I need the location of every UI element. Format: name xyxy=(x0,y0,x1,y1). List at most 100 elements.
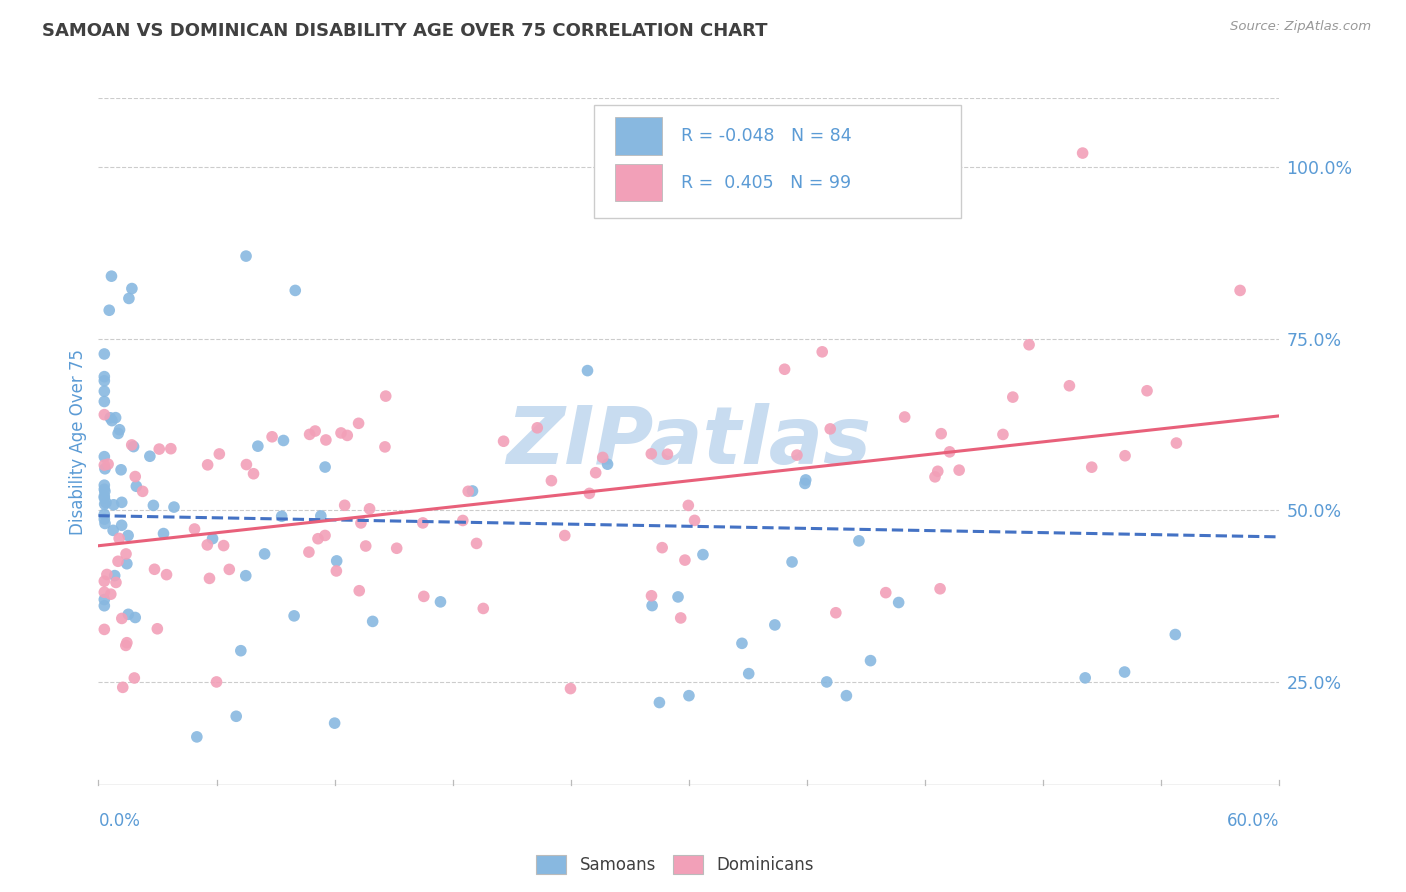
Point xyxy=(585,466,607,480)
Point xyxy=(815,675,838,690)
Point xyxy=(107,426,129,441)
Point xyxy=(298,545,321,559)
Point xyxy=(678,689,700,703)
Point xyxy=(93,512,115,526)
Point xyxy=(253,547,276,561)
Point xyxy=(118,292,141,306)
Point xyxy=(142,499,165,513)
Point xyxy=(124,610,146,624)
Point xyxy=(235,458,257,472)
Point xyxy=(93,592,115,607)
Point xyxy=(131,484,153,499)
Point xyxy=(93,408,115,422)
Point xyxy=(121,281,143,295)
Point xyxy=(1071,146,1094,161)
Point xyxy=(93,374,115,388)
Point xyxy=(991,427,1014,442)
Point xyxy=(225,709,247,723)
Point xyxy=(578,486,600,500)
Point xyxy=(794,473,817,487)
Point xyxy=(657,447,679,461)
Point xyxy=(457,484,479,499)
Point xyxy=(229,643,252,657)
Point xyxy=(323,716,346,731)
Point xyxy=(596,457,619,471)
Point xyxy=(93,497,115,511)
Point xyxy=(208,447,231,461)
Point xyxy=(101,414,124,428)
Point xyxy=(94,462,117,476)
Point xyxy=(148,442,170,456)
Point xyxy=(359,501,381,516)
Point xyxy=(540,474,562,488)
Point xyxy=(103,498,125,512)
Point xyxy=(875,585,897,599)
Point xyxy=(115,547,138,561)
Text: 0.0%: 0.0% xyxy=(98,812,141,830)
Point xyxy=(794,476,817,491)
Point xyxy=(205,675,228,690)
Point xyxy=(111,681,134,695)
Point xyxy=(298,427,321,442)
Point xyxy=(429,595,451,609)
FancyBboxPatch shape xyxy=(595,105,960,219)
Point xyxy=(262,430,284,444)
Point xyxy=(835,689,858,703)
Point xyxy=(651,541,673,555)
Y-axis label: Disability Age Over 75: Disability Age Over 75 xyxy=(69,349,87,534)
Point xyxy=(640,447,662,461)
Point xyxy=(242,467,264,481)
Point xyxy=(121,438,143,452)
Point xyxy=(183,522,205,536)
Point xyxy=(309,508,332,523)
Point xyxy=(461,483,484,498)
Point xyxy=(314,460,336,475)
Point xyxy=(284,284,307,298)
Point xyxy=(96,567,118,582)
Point xyxy=(98,410,121,425)
Point xyxy=(314,528,336,542)
Point xyxy=(111,518,134,533)
Point xyxy=(93,394,115,409)
Point xyxy=(93,491,115,505)
Point xyxy=(218,562,240,576)
Point xyxy=(1074,671,1097,685)
Point xyxy=(139,449,162,463)
Point xyxy=(195,538,218,552)
Point xyxy=(472,601,495,615)
Point xyxy=(212,539,235,553)
Point xyxy=(163,500,186,514)
Point xyxy=(160,442,183,456)
Point xyxy=(93,489,115,503)
Point xyxy=(1114,665,1136,679)
Point xyxy=(198,571,221,585)
Point xyxy=(111,495,134,509)
Point xyxy=(100,269,122,284)
Point xyxy=(1080,460,1102,475)
Point xyxy=(235,568,257,582)
Point xyxy=(330,425,353,440)
Point xyxy=(811,344,834,359)
Point xyxy=(325,564,347,578)
Point xyxy=(374,440,396,454)
Point xyxy=(1164,627,1187,641)
Point xyxy=(115,636,138,650)
Text: 60.0%: 60.0% xyxy=(1227,812,1279,830)
Point xyxy=(143,562,166,576)
Point xyxy=(115,557,138,571)
Text: SAMOAN VS DOMINICAN DISABILITY AGE OVER 75 CORRELATION CHART: SAMOAN VS DOMINICAN DISABILITY AGE OVER … xyxy=(42,22,768,40)
Point xyxy=(554,528,576,542)
Point xyxy=(738,666,761,681)
Point xyxy=(124,671,146,685)
FancyBboxPatch shape xyxy=(614,164,662,202)
Point xyxy=(773,362,796,376)
Point xyxy=(124,469,146,483)
Point xyxy=(336,428,359,442)
Point xyxy=(673,553,696,567)
Point xyxy=(93,623,115,637)
Point xyxy=(786,448,808,462)
Point xyxy=(350,516,373,530)
Point xyxy=(893,409,915,424)
Legend: Samoans, Dominicans: Samoans, Dominicans xyxy=(531,850,818,880)
Point xyxy=(325,554,347,568)
